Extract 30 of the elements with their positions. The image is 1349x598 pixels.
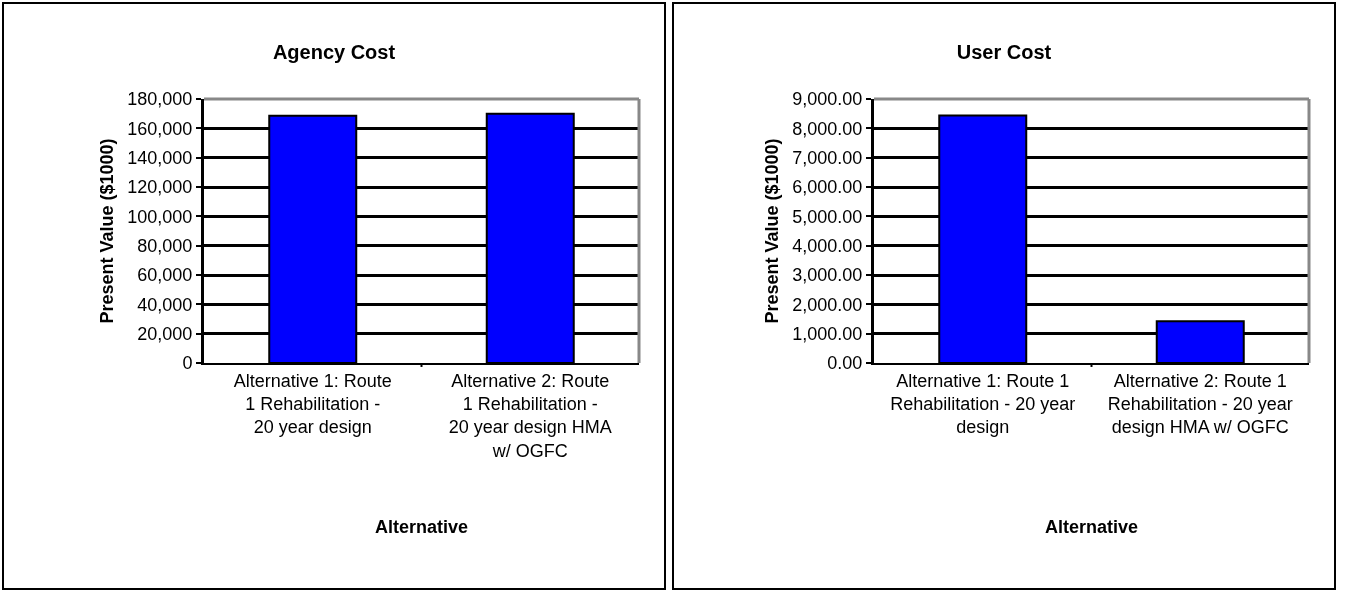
y-tick-label: 180,000 xyxy=(127,89,193,110)
y-tick-label: 60,000 xyxy=(137,265,193,286)
y-tick-label: 7,000.00 xyxy=(792,147,863,168)
chart-title: User Cost xyxy=(956,40,1052,63)
y-tick-label: 4,000.00 xyxy=(792,235,863,256)
y-tick-label: 100,000 xyxy=(127,206,193,227)
y-tick-label: 5,000.00 xyxy=(792,206,863,227)
y-tick-label: 6,000.00 xyxy=(792,177,863,198)
y-tick-label: 8,000.00 xyxy=(792,118,863,139)
y-tick-label: 160,000 xyxy=(127,118,193,139)
y-tick-label: 140,000 xyxy=(127,147,193,168)
y-tick-label: 20,000 xyxy=(137,323,193,344)
y-tick-label: 3,000.00 xyxy=(792,265,863,286)
y-tick-label: 0 xyxy=(182,353,193,374)
x-tick-label: Alternative 2: Route 1 Rehabilitation - 20 year design HMA w/ OGFC xyxy=(1107,370,1293,438)
x-axis-title: Alternative xyxy=(375,517,469,537)
y-tick-label: 120,000 xyxy=(127,177,193,198)
y-tick-label: 1,000.00 xyxy=(792,323,863,344)
y-tick-label: 2,000.00 xyxy=(792,294,863,315)
y-tick-label: 40,000 xyxy=(137,294,193,315)
chart-title: Agency Cost xyxy=(272,40,396,63)
x-tick-label: Alternative 1: Route 1 Rehabilitation - 20 year design xyxy=(233,370,392,438)
y-axis-title: Present Value ($1000) xyxy=(96,138,117,324)
x-tick-label: Alternative 2: Route 1 Rehabilitation - 20 year design HMA w/ OGFC xyxy=(448,370,612,461)
x-axis-title: Alternative xyxy=(1045,517,1139,537)
y-tick-label: 80,000 xyxy=(137,235,193,256)
x-tick-label: Alternative 1: Route 1 Rehabilitation - 20 year design xyxy=(890,370,1076,438)
y-axis-title: Present Value ($1000) xyxy=(761,138,782,324)
y-tick-label: 0.00 xyxy=(827,353,863,374)
y-tick-label: 9,000.00 xyxy=(792,89,863,110)
